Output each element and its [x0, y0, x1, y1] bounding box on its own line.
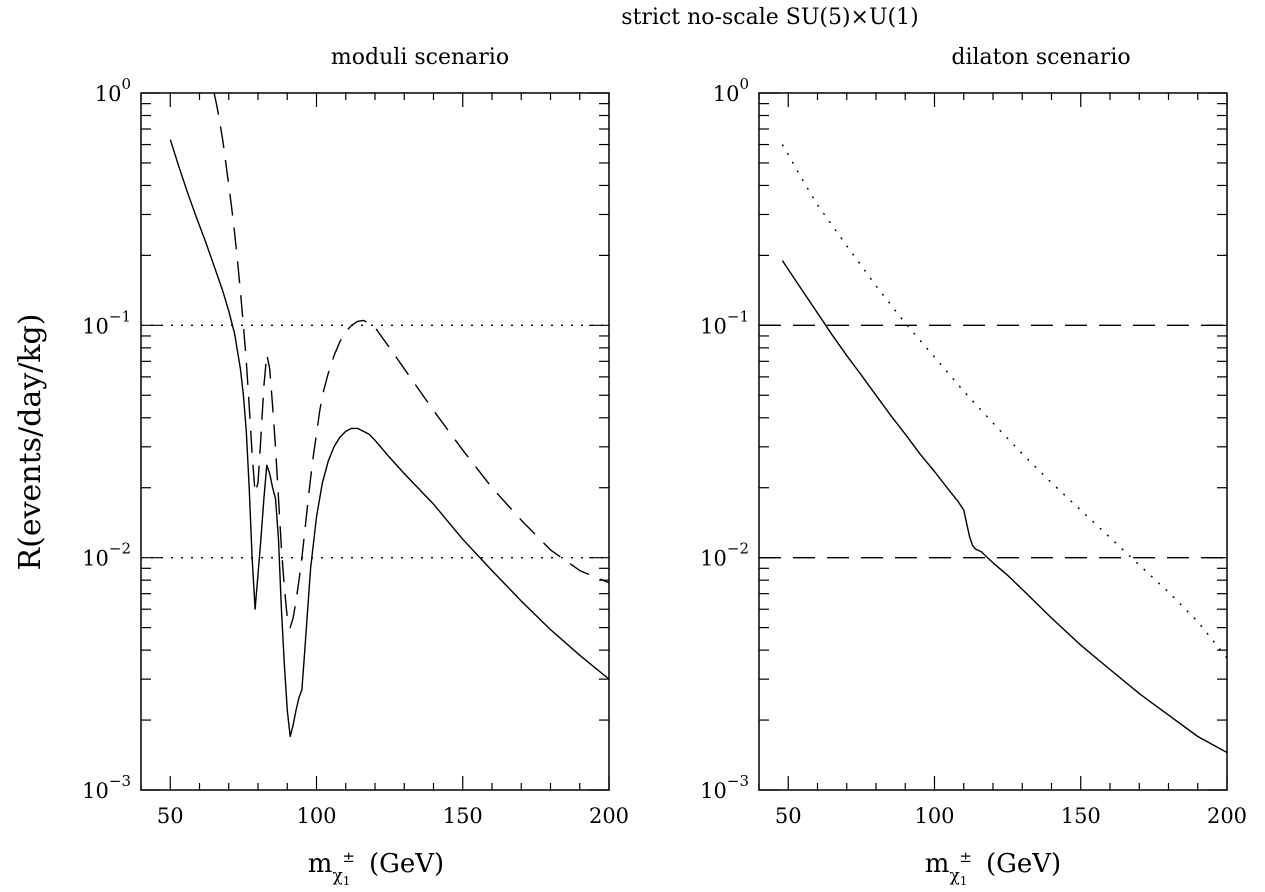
y-axis-label: R(events/day/kg)	[13, 314, 48, 571]
y-tick-label: 10−3	[82, 772, 131, 803]
plot-frame	[140, 92, 610, 791]
series-line-dotted	[781, 144, 1227, 659]
dilaton-x-axis-label: mχ1 ± (GeV)	[925, 848, 1061, 888]
moduli-x-axis-label: mχ1 ± (GeV)	[308, 848, 444, 888]
x-label-sup: ±	[959, 848, 972, 866]
x-label-sub: χ	[332, 866, 342, 886]
moduli-panel-title: moduli scenario	[331, 45, 509, 70]
y-tick-label: 10−2	[700, 540, 749, 571]
x-label-main: m	[925, 849, 950, 879]
plot-frame	[758, 92, 1228, 791]
y-tick-label: 100	[713, 75, 749, 106]
x-label-sub: χ	[949, 866, 959, 886]
dilaton-panel: 50 100 150 200 100 10−1 10−2 10−3	[700, 75, 1247, 828]
y-tick-label: 10−3	[700, 772, 749, 803]
x-label-unit: (GeV)	[986, 849, 1061, 879]
y-tick-label: 10−1	[700, 307, 749, 338]
x-tick-label: 200	[589, 804, 629, 828]
x-tick-label: 200	[1207, 804, 1247, 828]
x-tick-label: 150	[1061, 804, 1101, 828]
series-line-dashed	[213, 93, 609, 629]
dilaton-panel-title: dilaton scenario	[951, 45, 1130, 70]
x-tick-label: 50	[775, 804, 802, 828]
y-tick-label: 10−1	[82, 307, 131, 338]
x-tick-label: 100	[914, 804, 954, 828]
y-tick-label: 100	[95, 75, 131, 106]
x-label-unit: (GeV)	[369, 849, 444, 879]
x-tick-label: 100	[296, 804, 336, 828]
x-label-subsub: 1	[343, 874, 351, 888]
moduli-panel: 50 100 150 200 100 10−1 10−2 10−3	[82, 75, 629, 828]
series-line-solid	[781, 260, 1227, 754]
x-label-sup: ±	[342, 848, 355, 866]
y-tick-label: 10−2	[82, 540, 131, 571]
x-label-main: m	[308, 849, 333, 879]
figure-title: strict no-scale SU(5)×U(1)	[621, 5, 918, 30]
x-label-subsub: 1	[960, 874, 968, 888]
series-line-solid	[169, 139, 609, 738]
x-tick-label: 50	[157, 804, 184, 828]
x-tick-label: 150	[443, 804, 483, 828]
